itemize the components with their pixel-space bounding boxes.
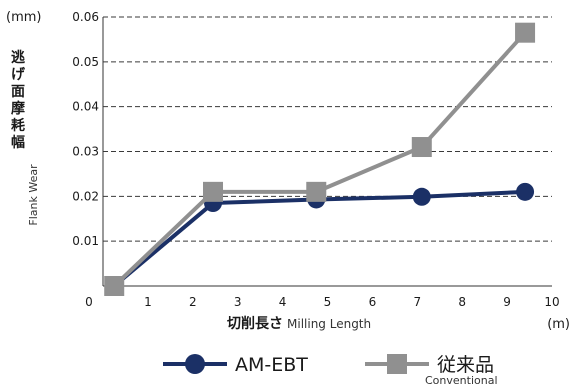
x-tick-label: 6 bbox=[369, 295, 377, 309]
legend-label: AM-EBT bbox=[235, 354, 308, 376]
y-axis-title-char: 耗 bbox=[11, 117, 25, 134]
x-axis-title-jp: 切削長さ bbox=[227, 315, 283, 332]
series-1 bbox=[104, 22, 536, 296]
y-axis-title-char: 幅 bbox=[11, 134, 25, 151]
y-tick-label: 0.02 bbox=[72, 189, 99, 203]
legend-item: AM-EBT bbox=[163, 354, 308, 376]
axes bbox=[102, 17, 552, 287]
y-tick-label: 0.05 bbox=[72, 55, 99, 69]
legend-marker bbox=[387, 354, 407, 374]
x-tick-label: 9 bbox=[503, 295, 511, 309]
data-point bbox=[203, 181, 224, 202]
series-layer bbox=[104, 22, 536, 296]
data-point bbox=[411, 137, 432, 158]
x-unit-label: (m) bbox=[547, 317, 570, 332]
y-tick-labels: 0.01 0.02 0.03 0.04 0.05 0.06 bbox=[72, 10, 99, 248]
x-tick-label: 10 bbox=[544, 295, 559, 309]
data-point bbox=[412, 187, 431, 206]
y-tick-label: 0.01 bbox=[72, 234, 99, 248]
y-axis-title-char: げ bbox=[11, 67, 26, 83]
series-line bbox=[112, 31, 527, 288]
y-axis-title-en: Flank Wear bbox=[27, 164, 40, 226]
y-axis-title-char: 逃 bbox=[11, 49, 25, 66]
x-tick-label: 4 bbox=[279, 295, 287, 309]
data-point bbox=[515, 22, 536, 43]
x-axis-title-en: Milling Length bbox=[287, 317, 371, 331]
x-tick-label: 8 bbox=[458, 295, 466, 309]
x-tick-label: 3 bbox=[234, 295, 242, 309]
x-tick-labels: 0 1 2 3 4 5 6 7 8 9 10 bbox=[85, 295, 559, 309]
data-point bbox=[516, 182, 535, 201]
legend-marker bbox=[185, 354, 205, 374]
y-tick-label: 0.03 bbox=[72, 145, 99, 159]
x-tick-label: 2 bbox=[189, 295, 197, 309]
x-tick-label: 5 bbox=[324, 295, 332, 309]
data-point bbox=[104, 276, 125, 296]
legend-sublabel: Conventional bbox=[425, 374, 498, 387]
data-point bbox=[306, 181, 327, 202]
y-axis-title-char: 摩 bbox=[11, 100, 26, 117]
x-tick-label: 1 bbox=[144, 295, 152, 309]
x-tick-label: 0 bbox=[85, 295, 93, 309]
y-unit-label: (mm) bbox=[6, 10, 41, 25]
y-tick-label: 0.04 bbox=[72, 100, 99, 114]
y-tick-label: 0.06 bbox=[72, 10, 99, 24]
grid-lines bbox=[103, 16, 552, 242]
y-axis-title-char: 面 bbox=[11, 84, 25, 100]
x-tick-label: 7 bbox=[413, 295, 421, 309]
legend-label: 従来品 bbox=[437, 354, 494, 376]
